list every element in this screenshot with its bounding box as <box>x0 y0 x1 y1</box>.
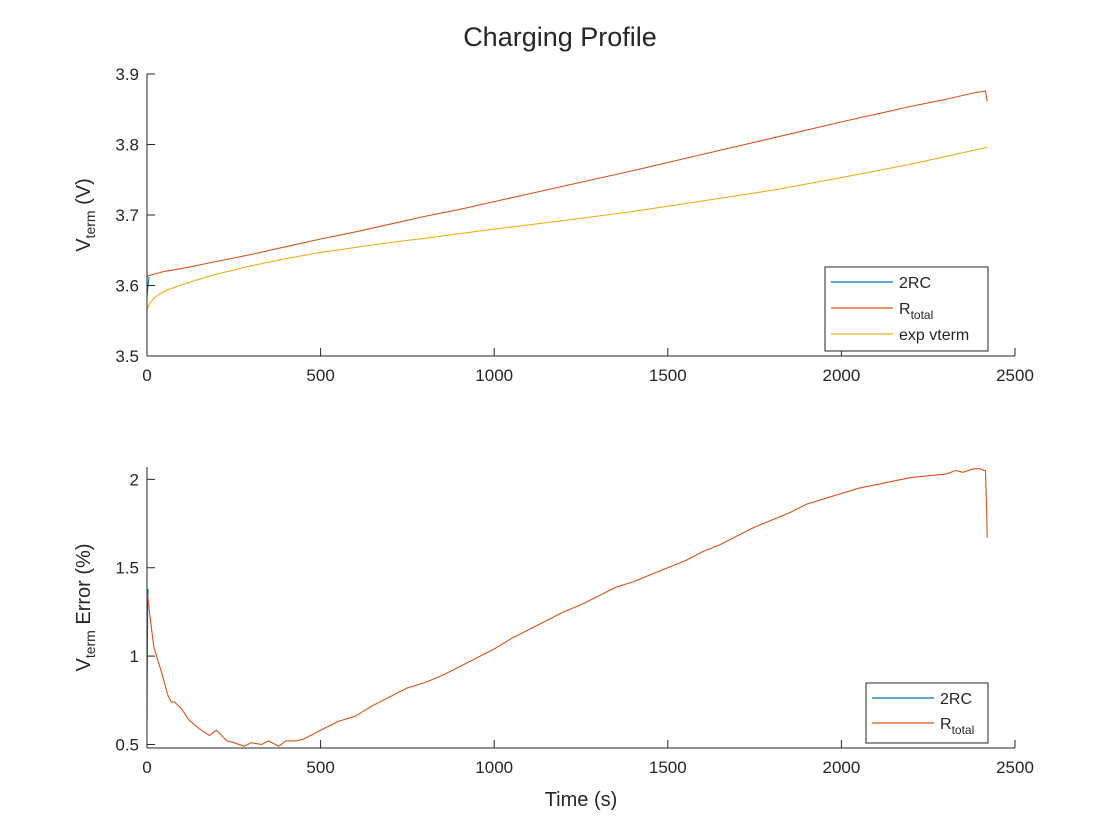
x-tick-label: 0 <box>142 366 151 385</box>
y-axis-label: Vterm (V) <box>73 178 98 252</box>
chart-title: Charging Profile <box>463 22 657 52</box>
y-tick-label: 3.7 <box>115 206 139 225</box>
x-tick-label: 1500 <box>649 366 687 385</box>
legend: 2RC Rtotal exp vterm <box>824 266 989 352</box>
x-tick-label: 2500 <box>996 758 1034 777</box>
series-line-0-2 <box>146 146 988 310</box>
legend-box <box>824 266 989 352</box>
y-tick-label: 3.6 <box>115 277 139 296</box>
legend-label: Rtotal <box>899 301 933 322</box>
x-tick-label: 1000 <box>475 366 513 385</box>
y-tick-label: 3.8 <box>115 136 139 155</box>
legend-label: 2RC <box>940 691 972 708</box>
y-tick-label: 2 <box>130 470 139 489</box>
series-line-0-1 <box>146 90 988 278</box>
y-axis-label: Vterm Error (%) <box>73 543 98 671</box>
y-tick-label: 1 <box>130 647 139 666</box>
x-tick-label: 2000 <box>822 366 860 385</box>
y-tick-label: 0.5 <box>115 735 139 754</box>
y-tick-label: 3.9 <box>115 65 139 84</box>
legend-label: exp vterm <box>899 327 969 344</box>
x-tick-label: 500 <box>306 758 334 777</box>
series-line-1-1 <box>146 468 988 747</box>
legend-label: 2RC <box>899 275 931 292</box>
legend-box <box>865 682 989 744</box>
y-tick-label: 3.5 <box>115 347 139 366</box>
voltage-axes: 0 500 1000 1500 2000 2500 3.5 3.6 3.7 3.8 3.9 Vterm… <box>73 65 1034 385</box>
x-tick-label: 0 <box>142 758 151 777</box>
legend: 2RC Rtotal <box>865 682 989 744</box>
x-tick-label: 1000 <box>475 758 513 777</box>
x-axis-label: Time (s) <box>545 789 618 811</box>
error-axes: 0 500 1000 1500 2000 2500 0.5 1 1.5 2 Vterm Error … <box>73 467 1034 811</box>
x-tick-label: 500 <box>306 366 334 385</box>
x-tick-label: 2000 <box>822 758 860 777</box>
x-tick-label: 2500 <box>996 366 1034 385</box>
x-tick-label: 1500 <box>649 758 687 777</box>
legend-label: Rtotal <box>940 716 974 737</box>
y-tick-label: 1.5 <box>115 559 139 578</box>
